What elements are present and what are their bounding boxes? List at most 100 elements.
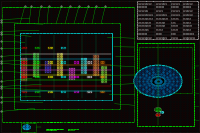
Bar (156, 6, 164, 8)
Bar (171, 14, 180, 16)
Bar (74, 61, 79, 64)
Bar (183, 22, 191, 24)
Bar (171, 3, 180, 5)
Bar (156, 33, 162, 35)
Bar (57, 53, 63, 76)
Bar (21, 58, 27, 81)
Bar (100, 91, 105, 93)
Bar (35, 47, 40, 49)
Bar (183, 29, 191, 31)
Bar (171, 33, 176, 35)
Circle shape (154, 107, 162, 112)
Bar (138, 33, 147, 35)
Bar (46, 130, 57, 131)
Bar (45, 61, 51, 73)
Bar (156, 29, 163, 31)
Bar (2, 7, 134, 122)
Bar (156, 3, 167, 5)
Bar (138, 18, 153, 20)
Bar (48, 76, 53, 78)
Bar (139, 47, 192, 93)
Bar (171, 25, 178, 27)
Bar (171, 10, 180, 12)
Bar (33, 53, 39, 77)
Bar (156, 14, 167, 16)
Bar (171, 29, 178, 31)
Bar (22, 91, 27, 93)
Circle shape (134, 65, 182, 97)
Bar (20, 33, 112, 100)
Bar (138, 22, 151, 24)
Bar (48, 91, 53, 93)
Bar (22, 61, 27, 64)
Bar (101, 66, 107, 83)
Bar (68, 130, 75, 131)
Bar (74, 76, 79, 78)
Bar (35, 61, 40, 64)
Bar (156, 18, 168, 20)
Bar (138, 29, 149, 31)
Bar (61, 76, 66, 78)
Bar (183, 37, 195, 39)
Circle shape (160, 111, 164, 114)
Circle shape (151, 76, 165, 86)
Bar (81, 58, 87, 74)
Bar (156, 25, 165, 27)
Bar (21, 58, 27, 81)
Bar (68, 122, 77, 123)
Bar (183, 10, 193, 12)
Bar (100, 76, 105, 78)
Bar (100, 61, 105, 64)
Bar (138, 6, 147, 8)
Bar (81, 58, 87, 74)
Bar (138, 10, 148, 12)
Bar (61, 47, 66, 49)
Bar (48, 61, 53, 64)
Bar (183, 25, 192, 27)
Bar (138, 25, 151, 27)
Bar (35, 76, 40, 78)
Bar (14, 23, 120, 109)
Bar (171, 6, 179, 8)
Bar (156, 10, 163, 12)
Bar (22, 76, 27, 78)
Bar (183, 18, 191, 20)
Bar (21, 123, 36, 132)
Bar (101, 66, 107, 83)
Bar (87, 76, 92, 78)
Bar (68, 129, 79, 130)
Bar (22, 47, 27, 49)
Bar (183, 33, 194, 35)
Bar (74, 91, 79, 93)
Bar (183, 3, 193, 5)
Bar (87, 61, 92, 64)
Bar (93, 55, 99, 76)
Bar (57, 53, 63, 76)
Bar (138, 14, 153, 16)
Bar (69, 68, 75, 80)
Bar (33, 53, 39, 77)
Bar (61, 91, 66, 93)
Bar (171, 37, 178, 39)
Bar (46, 122, 61, 123)
Bar (46, 129, 64, 130)
Bar (137, 1, 198, 39)
Bar (156, 22, 165, 24)
Bar (61, 61, 66, 64)
Circle shape (23, 125, 31, 130)
Bar (183, 14, 193, 16)
Bar (35, 91, 40, 93)
Bar (45, 61, 51, 73)
Bar (93, 55, 99, 76)
Bar (171, 18, 179, 20)
Bar (48, 47, 53, 49)
Bar (138, 37, 152, 39)
Bar (183, 6, 191, 8)
Bar (156, 37, 167, 39)
Bar (87, 91, 92, 93)
Bar (171, 22, 176, 24)
Circle shape (156, 113, 160, 117)
Bar (69, 68, 75, 80)
Bar (138, 3, 152, 5)
Bar (137, 43, 194, 126)
